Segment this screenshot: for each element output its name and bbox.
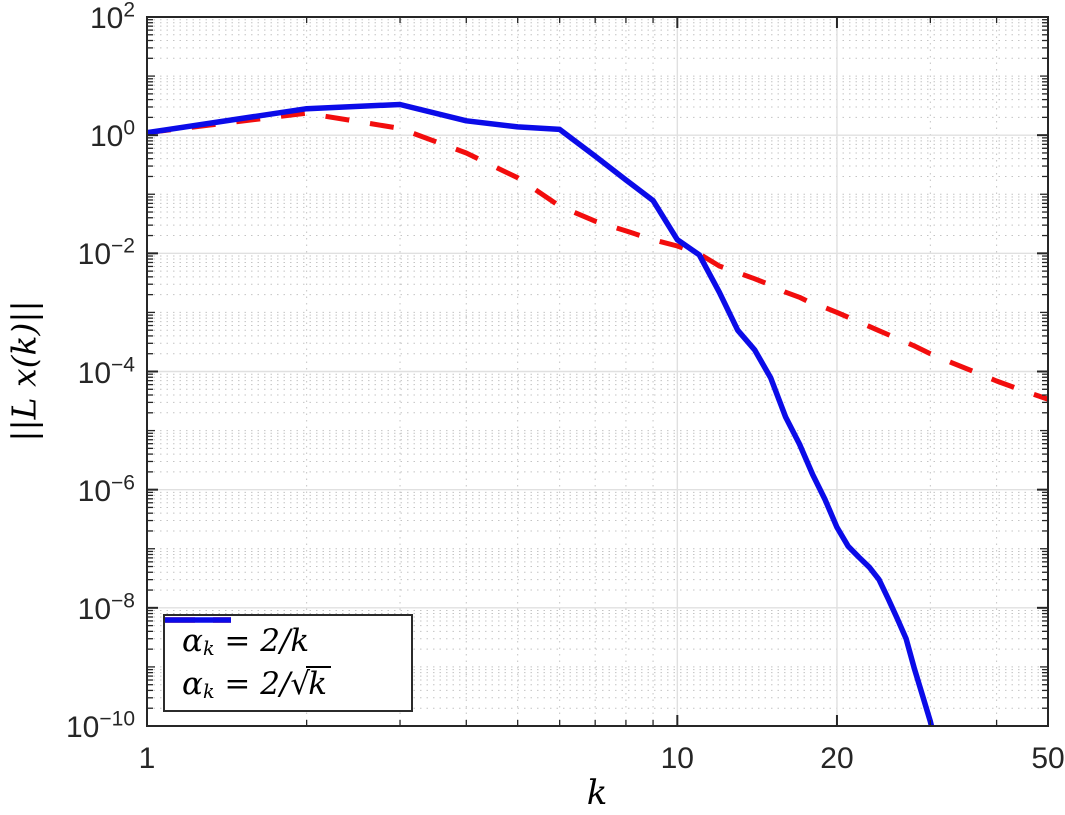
x-tick-label: 20 xyxy=(820,742,854,775)
y-axis-label: ||L x(k)|| xyxy=(4,300,44,442)
legend-entry-label: αk = 2/√k xyxy=(182,665,331,701)
grid-major xyxy=(147,17,1048,726)
legend-line-sample-solid xyxy=(165,617,231,623)
y-tick-label: 10−10 xyxy=(66,707,135,744)
legend-entry-alpha-k-2-over-sqrt-k: αk = 2/√k xyxy=(165,617,411,703)
x-tick-label: 50 xyxy=(1031,742,1065,775)
legend-entry-label: αk = 2/k xyxy=(182,623,310,661)
plot-border xyxy=(146,16,1049,727)
y-tick-label: 10−4 xyxy=(77,352,135,390)
curve-alpha-k-2-over-k xyxy=(147,110,1048,402)
legend-entry-alpha-k-2-over-k: αk = 2/k xyxy=(165,617,411,662)
y-tick-label: 10−2 xyxy=(77,234,135,272)
y-tick-label: 10−8 xyxy=(77,589,135,626)
curve-alpha-k-2-over-sqrt-k xyxy=(147,101,935,726)
x-tick-label: 1 xyxy=(138,742,156,775)
y-tick-label: 10−6 xyxy=(77,471,135,508)
y-tick-label: 100 xyxy=(89,116,135,154)
y-tick-label: 102 xyxy=(89,0,135,35)
x-axis-label: k xyxy=(586,773,608,813)
legend: αk = 2/k αk = 2/√k xyxy=(163,614,413,712)
x-tick-label: 10 xyxy=(660,742,694,775)
